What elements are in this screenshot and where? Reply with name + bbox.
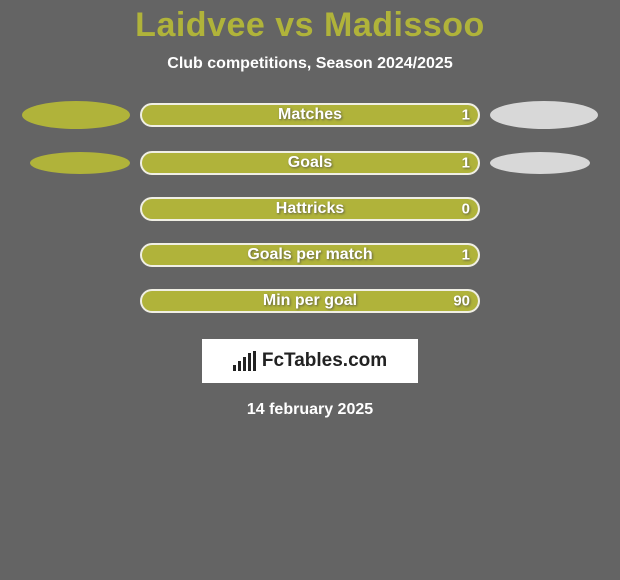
stat-row: Hattricks 0	[0, 197, 620, 221]
stat-rows: Matches 1 Goals 1 Hattricks 0 Goals per match 1…	[0, 101, 620, 313]
stat-value-player2: 1	[462, 247, 470, 264]
stat-label: Goals per match	[247, 246, 372, 264]
logo-bars-icon	[233, 351, 256, 371]
page-subtitle: Club competitions, Season 2024/2025	[0, 55, 620, 73]
stat-value-player2: 90	[453, 293, 470, 310]
stat-bar: Goals per match 1	[140, 243, 480, 267]
stat-label: Min per goal	[263, 292, 357, 310]
player1-ellipse	[22, 101, 130, 129]
stat-bar: Matches 1	[140, 103, 480, 127]
stat-row: Goals 1	[0, 151, 620, 175]
stat-row: Matches 1	[0, 101, 620, 129]
stat-bar: Min per goal 90	[140, 289, 480, 313]
stat-value-player2: 1	[462, 107, 470, 124]
stat-bar: Hattricks 0	[140, 197, 480, 221]
footer-date: 14 february 2025	[0, 401, 620, 419]
brand-text: FcTables.com	[262, 350, 387, 372]
page-title: Laidvee vs Madissoo	[0, 6, 620, 45]
brand-logo: FcTables.com	[202, 339, 418, 383]
comparison-infographic: Laidvee vs Madissoo Club competitions, S…	[0, 0, 620, 580]
stat-label: Goals	[288, 154, 332, 172]
player2-ellipse	[490, 152, 590, 174]
player1-ellipse	[30, 152, 130, 174]
stat-label: Matches	[278, 106, 342, 124]
stat-row: Goals per match 1	[0, 243, 620, 267]
stat-value-player2: 0	[462, 201, 470, 218]
stat-value-player2: 1	[462, 155, 470, 172]
stat-label: Hattricks	[276, 200, 344, 218]
player2-ellipse	[490, 101, 598, 129]
stat-row: Min per goal 90	[0, 289, 620, 313]
stat-bar: Goals 1	[140, 151, 480, 175]
